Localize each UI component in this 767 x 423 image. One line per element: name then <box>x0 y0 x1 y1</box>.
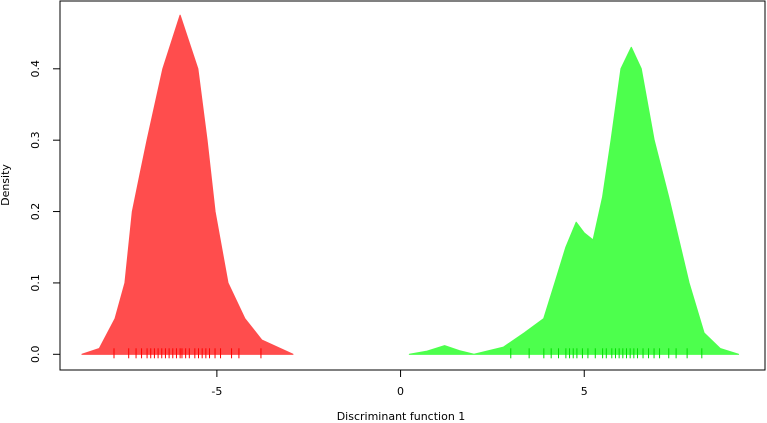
plot-box <box>59 0 766 371</box>
y-tick-label: 0.2 <box>29 203 42 221</box>
x-axis-label: Discriminant function 1 <box>337 410 466 423</box>
x-tick-label: 0 <box>397 385 404 398</box>
density-area <box>81 14 294 355</box>
y-axis-label: Density <box>0 164 12 206</box>
y-tick-label: 0.0 <box>29 346 42 364</box>
x-tick-label: -5 <box>211 385 222 398</box>
x-tick-label: 5 <box>581 385 588 398</box>
y-tick-label: 0.4 <box>29 60 42 78</box>
y-tick-label: 0.1 <box>29 274 42 292</box>
density-area <box>408 46 740 355</box>
y-tick-label: 0.3 <box>29 131 42 149</box>
